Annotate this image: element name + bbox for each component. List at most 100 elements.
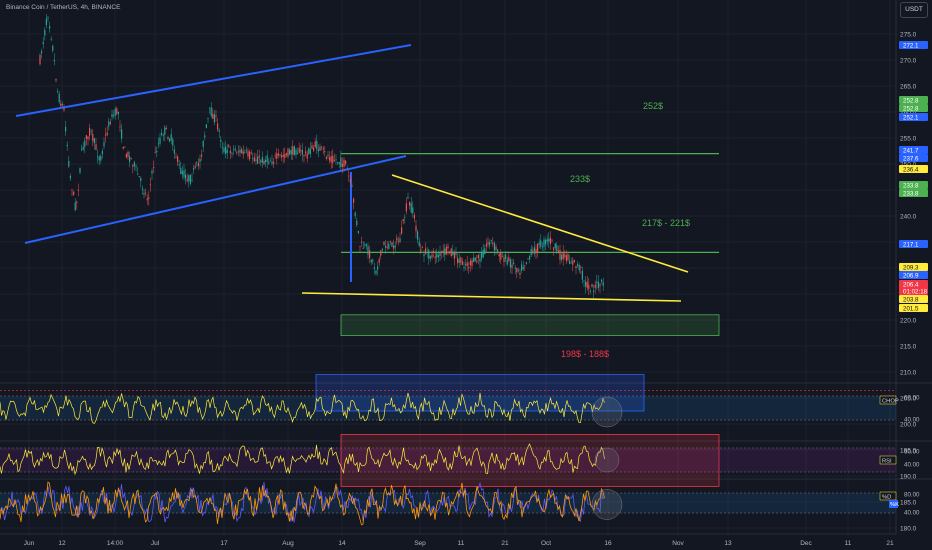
currency-button[interactable]: USDT [900,2,928,18]
price-badge [899,271,928,279]
candle-body [450,248,452,257]
candle-body [316,141,318,150]
candle-body [319,146,321,151]
candle-body [87,136,89,140]
price-badge-label: 252.8 [903,98,919,105]
candle-body [105,134,107,136]
candle-body [578,265,580,271]
candle-body [538,242,540,245]
indicator-level-label: 60.00 [904,395,920,402]
candle-body [137,173,139,175]
candle-body [378,259,380,263]
candle-body [143,193,145,195]
candle-body [161,132,163,135]
candle-body [132,165,134,167]
candle-body [409,201,411,206]
candle-body [217,123,219,130]
candle-body [377,266,379,270]
candle-body [97,156,99,158]
candle-body [108,121,110,127]
candle-body [437,255,439,258]
candle-body [524,265,526,267]
candle-body [84,140,86,147]
candle-body [329,157,331,161]
candle-body [164,127,166,135]
price-tick-label: 240.0 [900,214,917,221]
candle-body [327,155,329,157]
candle-body [519,273,521,275]
indicator-highlight-circle [591,396,623,428]
price-tick-label: 255.0 [900,136,917,143]
candle-body [561,254,563,261]
candle-body [239,149,241,153]
candle-body [362,247,364,249]
price-badge-label: 233.8 [903,183,919,190]
price-badge [899,146,928,154]
candle-body [333,159,335,161]
candle-body [100,155,102,161]
price-badge-label: 272.1 [903,43,919,50]
candle-body [141,188,143,190]
time-tick-label: 21 [886,540,894,547]
candle-body [341,163,343,167]
triangle-lower-line [301,292,682,302]
indicator-line [0,392,605,424]
candle-body [577,264,579,266]
chart-title: Binance Coin / TetherUS, 4h, BINANCE [6,4,121,11]
candle-body [268,161,270,164]
level-annotation: 233$ [570,174,590,184]
candle-body [95,144,97,150]
candle-body [258,155,260,158]
candle-body [269,160,271,162]
price-tick-label: 195.0 [900,448,917,455]
candle-body [225,146,227,154]
candle-body [170,134,172,141]
candle-body [173,149,175,154]
candle-body [423,254,425,257]
triangle-upper-line [391,174,689,273]
candle-body [45,18,47,26]
candle-body [492,242,494,244]
price-tick-label: 200.0 [900,422,917,429]
price-tick-label: 210.0 [900,370,917,377]
candle-body [321,146,323,148]
candle-body [60,103,62,107]
candle-body [196,161,198,163]
candle-body [215,115,217,117]
candle-body [277,153,279,156]
candle-body [266,155,268,162]
candle-body [76,201,78,203]
price-tick-label: 220.0 [900,318,917,325]
time-tick-label: Aug [282,540,294,547]
price-badge-label: 01:02:18 [903,289,928,296]
candle-body [298,147,300,153]
candle-body [212,113,214,119]
time-tick-label: Sep [414,540,426,547]
candle-body [589,291,591,292]
time-tick-label: 14 [338,540,346,547]
candle-body [397,241,399,242]
candle-body [554,243,556,248]
candle-body [289,149,291,155]
candle-body [322,148,324,150]
stoch-d-line [0,481,605,526]
candle-body [53,59,55,62]
candle-body [469,260,471,266]
candle-body [573,259,575,262]
price-tick-label: 205.0 [900,396,917,403]
price-tick-label: 190.0 [900,474,917,481]
candle-body [361,241,363,243]
indicator-name: RSI [882,459,892,465]
candle-body [346,168,348,169]
candle-body [42,42,44,45]
candle-body [500,252,502,260]
candle-body [221,147,223,148]
candle-body [236,152,238,154]
candle-body [345,160,347,164]
channel-upper-line [15,44,412,117]
price-badge-label: 201.5 [903,306,919,313]
candle-body [506,259,508,265]
candle-body [359,246,361,248]
candle-body [570,262,572,264]
candle-body [308,148,310,154]
